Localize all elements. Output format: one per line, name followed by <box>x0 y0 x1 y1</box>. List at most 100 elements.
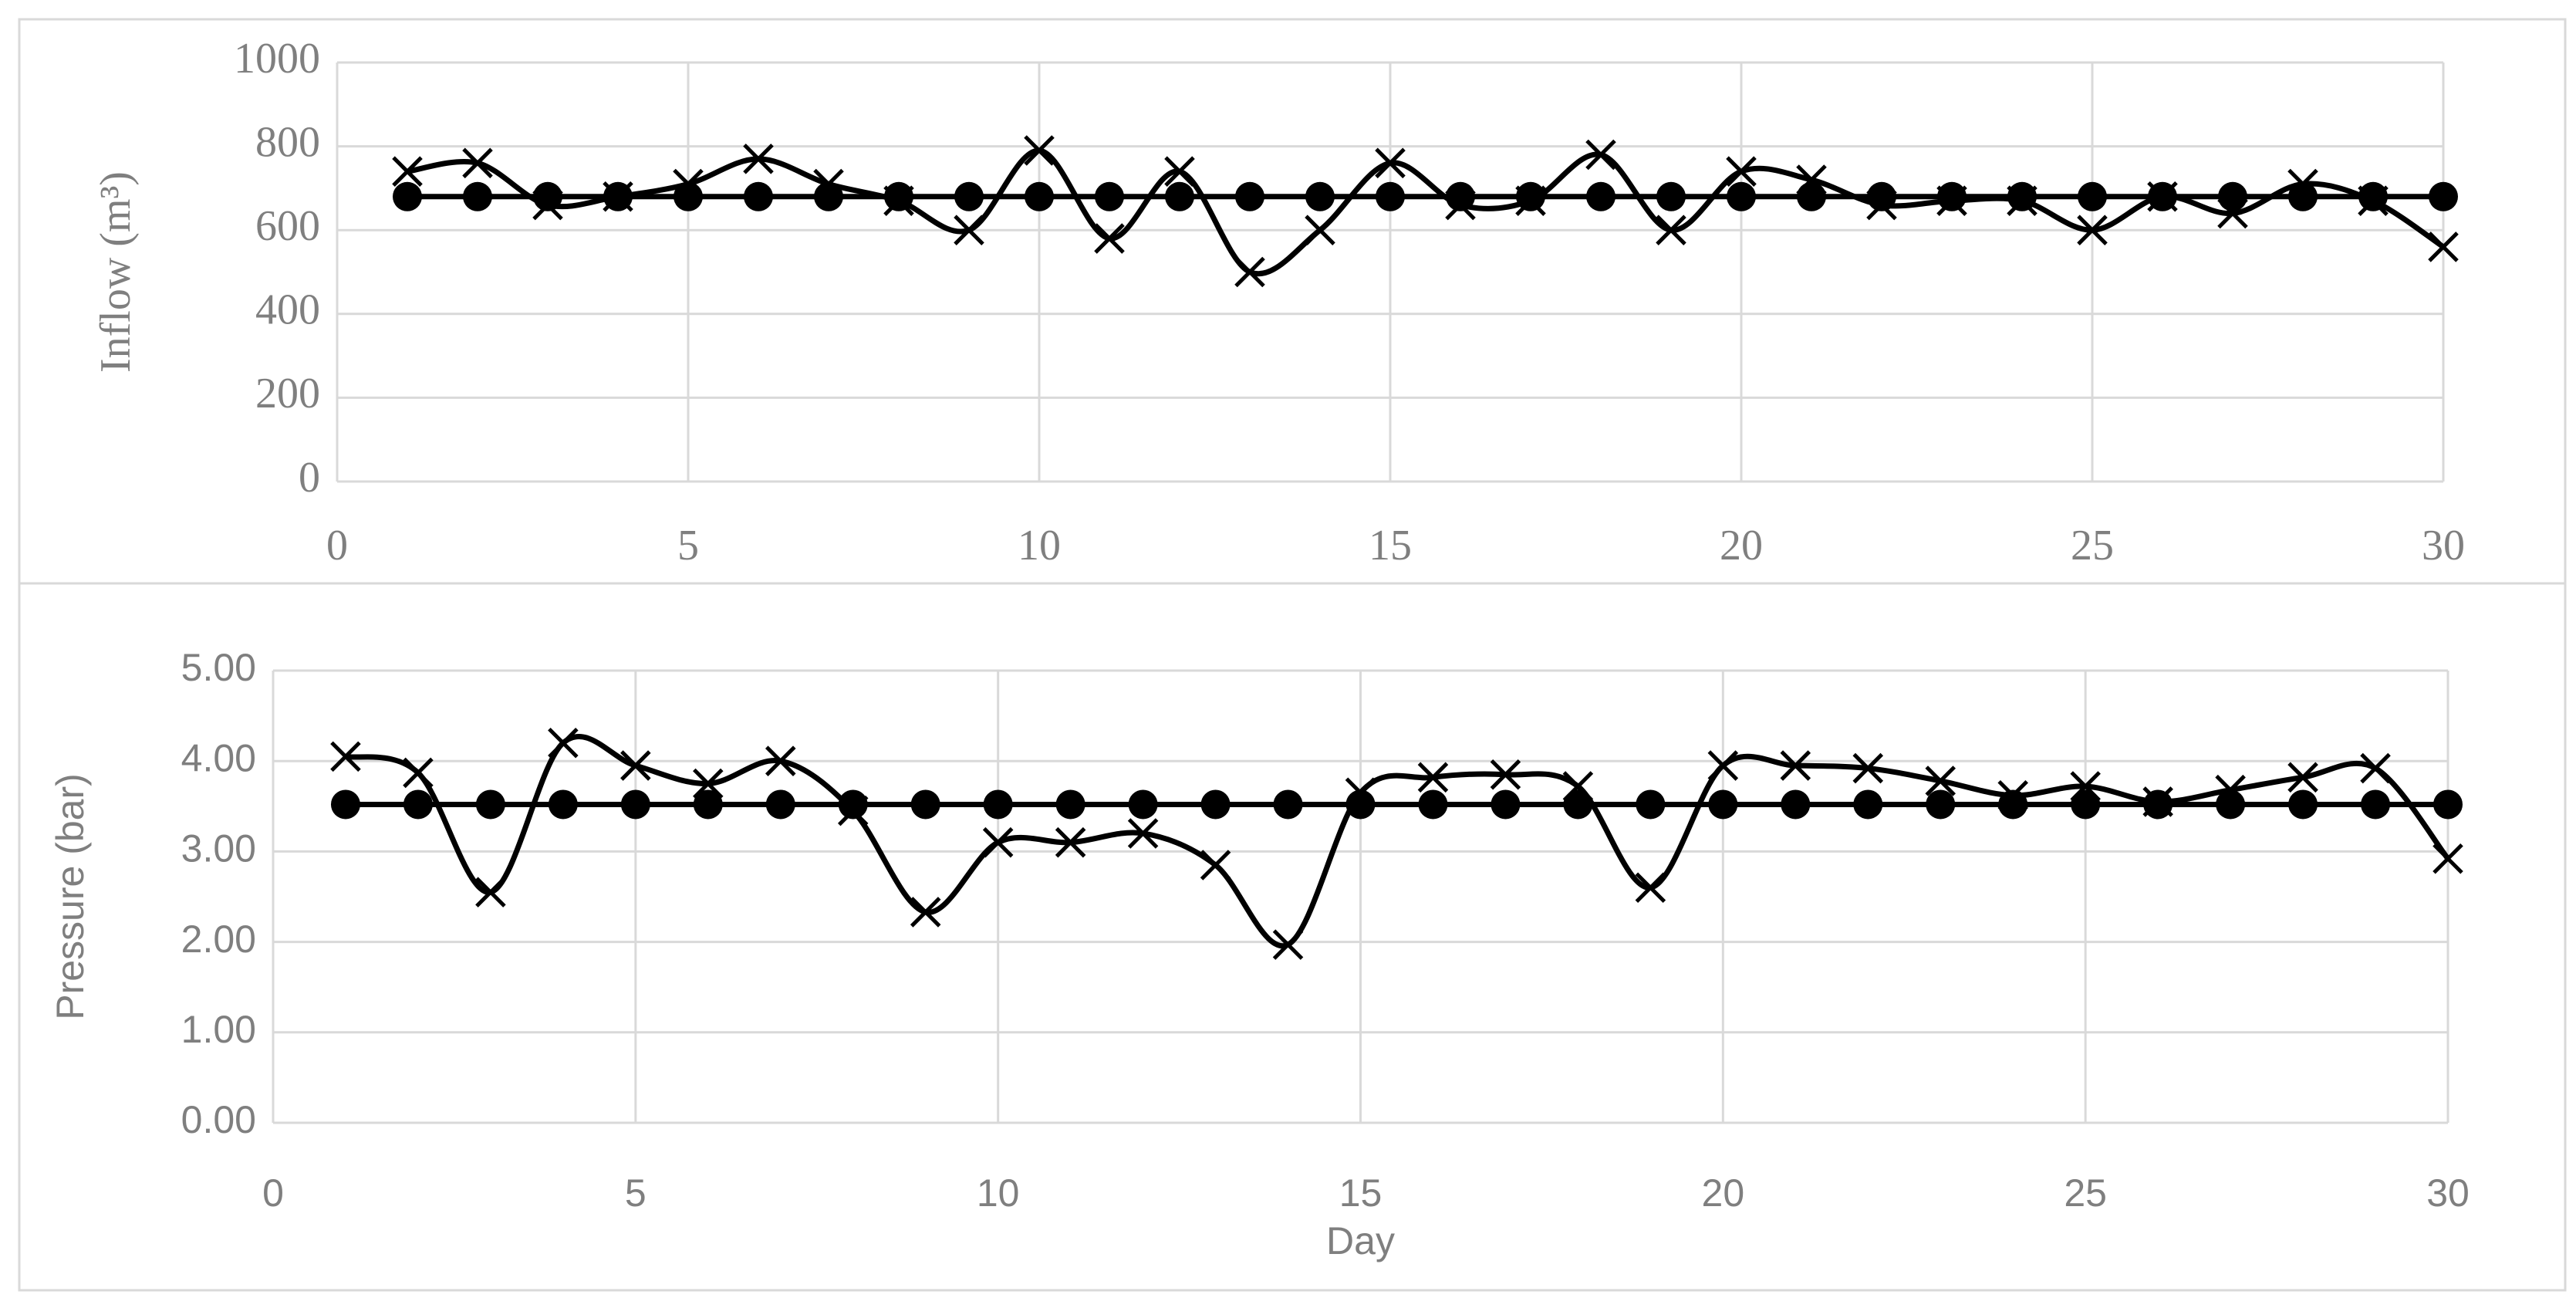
point-marker <box>2429 181 2458 211</box>
point-marker <box>1635 872 1666 904</box>
point-marker <box>982 826 1014 858</box>
point-marker <box>475 877 506 907</box>
point-marker <box>2148 181 2177 211</box>
x-tick-label: 0 <box>326 522 348 570</box>
point-marker <box>1852 752 1884 784</box>
point-marker <box>1234 256 1265 288</box>
point-marker <box>1376 181 1405 211</box>
x-tick-label: 30 <box>2422 522 2465 570</box>
point-marker <box>548 727 579 759</box>
y-tick-label: 3.00 <box>181 827 256 870</box>
point-marker <box>1095 181 1124 211</box>
point-marker <box>910 897 941 928</box>
point-marker <box>954 215 984 245</box>
point-marker <box>1707 750 1739 781</box>
point-marker <box>765 789 795 820</box>
series-line <box>407 147 2445 277</box>
point-marker <box>910 789 940 820</box>
point-marker <box>1025 181 1054 211</box>
point-marker <box>330 741 361 772</box>
point-marker <box>1200 850 1231 880</box>
point-marker <box>1656 215 1686 245</box>
point-marker <box>2288 181 2318 211</box>
point-marker <box>2078 181 2107 211</box>
point-marker <box>954 181 984 211</box>
point-marker <box>814 181 843 211</box>
point-marker <box>1273 789 1303 820</box>
point-marker <box>462 147 493 179</box>
point-marker <box>2288 789 2318 820</box>
x-tick-label: 30 <box>2426 1171 2470 1215</box>
y-tick-label: 4.00 <box>181 736 256 779</box>
point-marker <box>1345 789 1376 820</box>
x-tick-label: 20 <box>1720 522 1763 570</box>
point-marker <box>2358 181 2388 211</box>
point-marker <box>403 789 433 820</box>
y-tick-label: 600 <box>255 202 320 250</box>
point-marker <box>2216 789 2246 820</box>
y-tick-label: 0.00 <box>181 1098 256 1141</box>
y-tick-label: 0 <box>299 454 320 502</box>
point-marker <box>620 750 651 781</box>
point-marker <box>1780 750 1811 781</box>
x-tick-label: 15 <box>1369 522 1412 570</box>
point-marker <box>620 789 650 820</box>
point-marker <box>1563 789 1593 820</box>
point-marker <box>1998 789 2028 820</box>
point-marker <box>1491 789 1521 820</box>
y-axis-title: Pressure (bar) <box>49 773 92 1020</box>
point-marker <box>1726 156 1757 187</box>
point-marker <box>1636 789 1666 820</box>
point-marker <box>1055 789 1085 820</box>
point-marker <box>2143 789 2173 820</box>
x-tick-label: 0 <box>262 1171 284 1215</box>
panel-border <box>18 582 2567 1292</box>
point-marker <box>1305 181 1335 211</box>
point-marker <box>475 789 505 820</box>
point-marker <box>1024 135 1055 166</box>
point-marker <box>1200 789 1231 820</box>
point-marker <box>1925 766 1956 796</box>
point-marker <box>392 156 423 187</box>
series-line <box>345 734 2450 949</box>
y-tick-label: 800 <box>255 118 320 166</box>
x-tick-label: 10 <box>977 1171 1020 1215</box>
point-marker <box>1490 759 1521 790</box>
point-marker <box>765 745 796 776</box>
point-marker <box>2428 232 2459 262</box>
x-tick-label: 10 <box>1018 522 1061 570</box>
x-axis-title: Day <box>1326 1219 1395 1262</box>
point-marker <box>693 789 723 820</box>
point-marker <box>2361 789 2391 820</box>
point-marker <box>2433 789 2463 820</box>
point-marker <box>1094 223 1125 254</box>
y-tick-label: 2.00 <box>181 918 256 961</box>
point-marker <box>1727 181 1756 211</box>
x-tick-label: 5 <box>677 522 699 570</box>
point-marker <box>1937 181 1967 211</box>
point-marker <box>1418 789 1448 820</box>
point-marker <box>743 144 774 174</box>
point-marker <box>2433 843 2463 874</box>
x-tick-label: 25 <box>2071 522 2114 570</box>
point-marker <box>1585 139 1616 171</box>
point-marker <box>1586 181 1615 211</box>
point-marker <box>1305 215 1335 245</box>
y-tick-label: 1.00 <box>181 1008 256 1051</box>
point-marker <box>1708 789 1738 820</box>
point-marker <box>330 789 360 820</box>
point-marker <box>2007 181 2037 211</box>
point-marker <box>1417 762 1449 793</box>
point-marker <box>1375 147 1406 179</box>
point-marker <box>2077 215 2108 245</box>
point-marker <box>2360 752 2391 784</box>
point-marker <box>533 181 562 211</box>
point-marker <box>1853 789 1883 820</box>
y-tick-label: 5.00 <box>181 646 256 689</box>
point-marker <box>838 789 868 820</box>
y-tick-label: 200 <box>255 370 320 417</box>
point-marker <box>2287 762 2318 793</box>
point-marker <box>2071 789 2101 820</box>
point-marker <box>1235 181 1264 211</box>
